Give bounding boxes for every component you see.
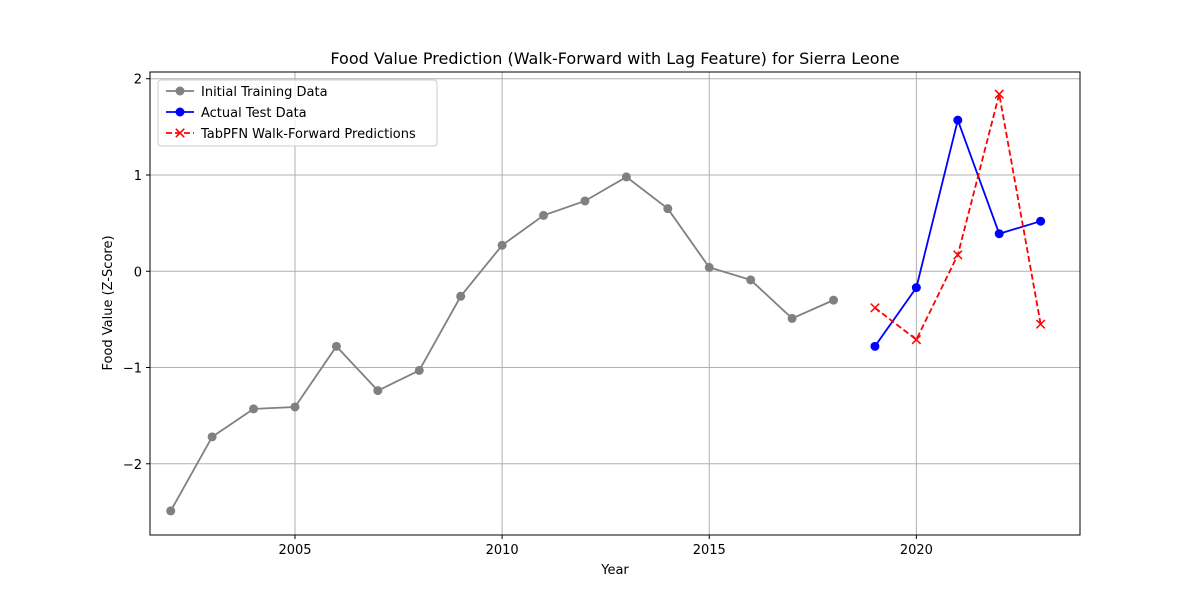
data-point <box>1035 319 1046 329</box>
data-point <box>663 204 673 214</box>
plot-frame <box>149 71 1081 536</box>
x-tick-label: 2010 <box>486 543 519 558</box>
x-tick-label: 2015 <box>693 543 726 558</box>
data-point <box>746 275 756 285</box>
y-tick-label: 0 <box>134 265 142 280</box>
data-point <box>870 341 880 351</box>
data-point <box>787 313 797 323</box>
x-tick-label: 2020 <box>900 543 933 558</box>
data-point <box>994 229 1004 239</box>
data-point <box>1036 216 1046 226</box>
data-point <box>207 432 217 442</box>
data-point <box>414 365 424 375</box>
series-group <box>166 89 1046 516</box>
grid <box>150 72 1080 535</box>
series-tabpfn-walk-forward-predictions <box>870 89 1046 345</box>
data-point <box>497 240 507 250</box>
legend-marker <box>175 128 185 138</box>
data-point <box>829 295 839 305</box>
series-actual-test-data <box>870 115 1046 351</box>
y-axis-label: Food Value (Z-Score) <box>101 235 116 370</box>
chart-title: Food Value Prediction (Walk-Forward with… <box>330 49 899 68</box>
y-tick-label: 1 <box>134 169 142 184</box>
data-point <box>994 89 1004 99</box>
legend-item: Initial Training Data <box>166 85 328 100</box>
data-point <box>953 115 963 125</box>
data-point <box>953 250 963 260</box>
x-tick-label: 2005 <box>278 543 311 558</box>
data-point <box>539 210 549 220</box>
x-axis-label: Year <box>600 563 629 578</box>
data-point <box>911 334 922 345</box>
legend-marker <box>175 107 185 117</box>
series-initial-training-data <box>166 172 839 516</box>
legend-marker <box>175 86 185 96</box>
legend-item: TabPFN Walk-Forward Predictions <box>166 127 416 142</box>
data-point <box>911 283 921 293</box>
data-point <box>166 506 176 516</box>
legend-item: Actual Test Data <box>166 106 307 121</box>
plot-area <box>150 72 1080 535</box>
data-point <box>331 341 341 351</box>
data-point <box>870 303 880 313</box>
legend: Initial Training Data Actual Test Data Tab… <box>157 79 438 147</box>
y-tick-label: −1 <box>123 362 142 377</box>
data-point <box>456 291 466 301</box>
ticks: 2005 2010 2015 2020 −2 −1 0 1 2 <box>123 73 933 558</box>
legend-box <box>157 79 438 147</box>
data-point <box>580 196 590 206</box>
data-point <box>290 402 300 412</box>
y-tick-label: −2 <box>123 458 142 473</box>
data-point <box>249 404 259 414</box>
y-tick-label: 2 <box>134 73 142 88</box>
legend-label: Actual Test Data <box>201 106 307 121</box>
data-point <box>373 386 383 396</box>
legend-label: TabPFN Walk-Forward Predictions <box>200 127 416 142</box>
legend-label: Initial Training Data <box>201 85 328 100</box>
data-point <box>621 172 631 182</box>
data-point <box>704 262 714 272</box>
